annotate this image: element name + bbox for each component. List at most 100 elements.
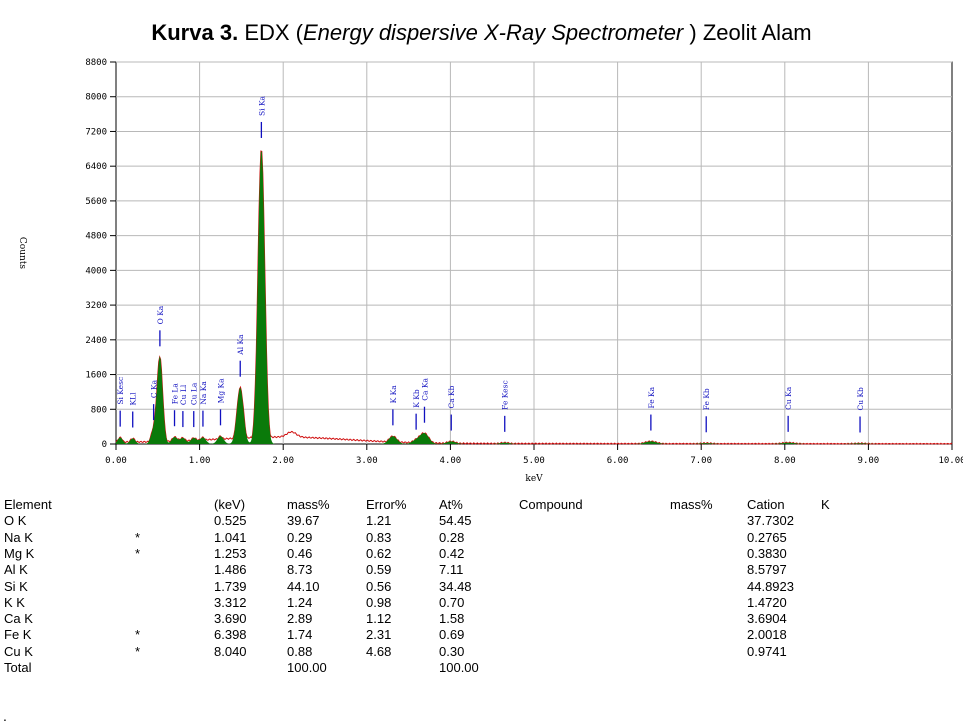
table-cell-error: 2.31 xyxy=(366,627,392,643)
figure-title-pre: EDX ( xyxy=(244,20,303,45)
table-cell-error: 4.68 xyxy=(366,643,392,659)
peak-label: Fe Kb xyxy=(702,388,711,410)
y-tick-label: 6400 xyxy=(85,162,107,172)
peak-label: Al Ka xyxy=(236,334,245,356)
table-cell-element: Al K xyxy=(4,562,28,578)
figure-title-post: ) Zeolit Alam xyxy=(683,20,812,45)
table-cell-flag: * xyxy=(135,627,141,643)
x-tick-label: 4.00 xyxy=(440,456,462,466)
table-cell-kev: 3.690 xyxy=(214,611,247,627)
table-cell-element: Cu K xyxy=(4,643,33,659)
peak-label: Fe La xyxy=(171,383,180,405)
table-cell-error: 0.98 xyxy=(366,594,392,610)
table-cell-element: O K xyxy=(4,513,27,529)
x-tick-label: 7.00 xyxy=(690,456,712,466)
table-header-cell: Cation xyxy=(747,497,785,512)
x-tick-label: 2.00 xyxy=(272,456,294,466)
table-cell-mass: 2.89 xyxy=(287,611,313,627)
table-cell-cation: 2.0018 xyxy=(747,627,787,643)
table-cell-mass: 1.24 xyxy=(287,594,313,610)
peak-label: O Ka xyxy=(156,305,165,324)
table-cell-mass: 8.73 xyxy=(287,562,313,578)
figure-title-number: Kurva 3. xyxy=(151,20,239,45)
table-cell-cation: 8.5797 xyxy=(747,562,787,578)
peak-label: KLl xyxy=(129,392,138,406)
table-cell-error: 0.56 xyxy=(366,578,392,594)
table-cell-error: 0.83 xyxy=(366,529,392,545)
x-tick-label: 5.00 xyxy=(523,456,545,466)
table-cell-error: 0.62 xyxy=(366,545,392,561)
table-cell-mass: 39.67 xyxy=(287,513,320,529)
table-header-cell: Error% xyxy=(366,497,407,512)
peak-label: Cu La xyxy=(190,382,199,405)
table-cell-kev: 1.739 xyxy=(214,578,247,594)
peak-label: Ca Ka xyxy=(420,378,429,401)
table-cell-element: Na K xyxy=(4,529,33,545)
x-tick-label: 3.00 xyxy=(356,456,378,466)
table-header-cell: (keV) xyxy=(214,497,246,512)
y-axis-label: Counts xyxy=(17,237,27,270)
table-cell-kev: 1.486 xyxy=(214,562,247,578)
table-cell-at: 34.48 xyxy=(439,578,472,594)
table-cell-cation: 0.2765 xyxy=(747,529,787,545)
table-cell-cation: 0.9741 xyxy=(747,643,787,659)
peak-label: Ca Kb xyxy=(447,385,456,408)
table-header-cell: Compound xyxy=(519,497,583,512)
y-tick-label: 0 xyxy=(102,440,107,450)
table-cell-kev: 3.312 xyxy=(214,594,247,610)
table-cell-at: 0.28 xyxy=(439,529,465,545)
table-total-mass: 100.00 xyxy=(287,660,327,675)
table-header-cell: Element xyxy=(4,497,52,512)
table-cell-cation: 1.4720 xyxy=(747,594,787,610)
table-cell-element: Fe K xyxy=(4,627,32,643)
table-cell-kev: 6.398 xyxy=(214,627,247,643)
table-cell-mass: 1.74 xyxy=(287,627,313,643)
peak-label: Fe Ka xyxy=(647,386,656,408)
table-cell-element: Mg K xyxy=(4,545,35,561)
table-cell-element: K K xyxy=(4,594,25,610)
table-cell-kev: 1.253 xyxy=(214,545,247,561)
table-cell-kev: 1.041 xyxy=(214,529,247,545)
table-header-cell: mass% xyxy=(287,497,330,512)
table-cell-error: 1.21 xyxy=(366,513,392,529)
table-cell-element: Ca K xyxy=(4,611,33,627)
table-cell-cation: 44.8923 xyxy=(747,578,794,594)
table-cell-error: 1.12 xyxy=(366,611,392,627)
table-cell-flag: * xyxy=(135,643,141,659)
y-tick-label: 4000 xyxy=(85,266,107,276)
table-cell-flag: * xyxy=(135,545,141,561)
table-header-cell: At% xyxy=(439,497,463,512)
peak-label: Cu Ka xyxy=(784,386,793,410)
x-tick-label: 9.00 xyxy=(858,456,880,466)
peak-label: K Kb xyxy=(412,389,421,408)
table-cell-mass: 0.88 xyxy=(287,643,313,659)
table-cell-mass: 0.46 xyxy=(287,545,313,561)
x-tick-label: 1.00 xyxy=(189,456,211,466)
peak-label: Mg Ka xyxy=(217,378,226,403)
x-axis-label: keV xyxy=(525,474,543,484)
x-tick-label: 0.00 xyxy=(105,456,127,466)
y-tick-label: 1600 xyxy=(85,371,107,381)
table-cell-at: 7.11 xyxy=(439,562,464,578)
peak-label: Na Ka xyxy=(199,381,208,405)
table-header-cell: mass% xyxy=(670,497,713,512)
table-cell-at: 0.70 xyxy=(439,594,465,610)
table-cell-error: 0.59 xyxy=(366,562,392,578)
table-cell-kev: 0.525 xyxy=(214,513,247,529)
peak-label: C Ka xyxy=(150,379,159,398)
x-tick-label: 10.00 xyxy=(938,456,963,466)
figure-title: Kurva 3. EDX (Energy dispersive X-Ray Sp… xyxy=(0,20,963,46)
figure-title-italic: Energy dispersive X-Ray Spectrometer xyxy=(303,20,684,45)
y-tick-label: 4800 xyxy=(85,232,107,242)
peak-label: Fe Kesc xyxy=(501,380,510,410)
table-cell-kev: 8.040 xyxy=(214,643,247,659)
table-cell-element: Si K xyxy=(4,578,28,594)
y-tick-label: 7200 xyxy=(85,127,107,137)
y-tick-label: 3200 xyxy=(85,301,107,311)
leading-mark: . xyxy=(3,708,7,724)
peak-label: Si Kesc xyxy=(116,377,125,405)
peak-label: Cu Ll xyxy=(179,384,188,405)
y-tick-label: 2400 xyxy=(85,336,107,346)
table-cell-cation: 37.7302 xyxy=(747,513,794,529)
